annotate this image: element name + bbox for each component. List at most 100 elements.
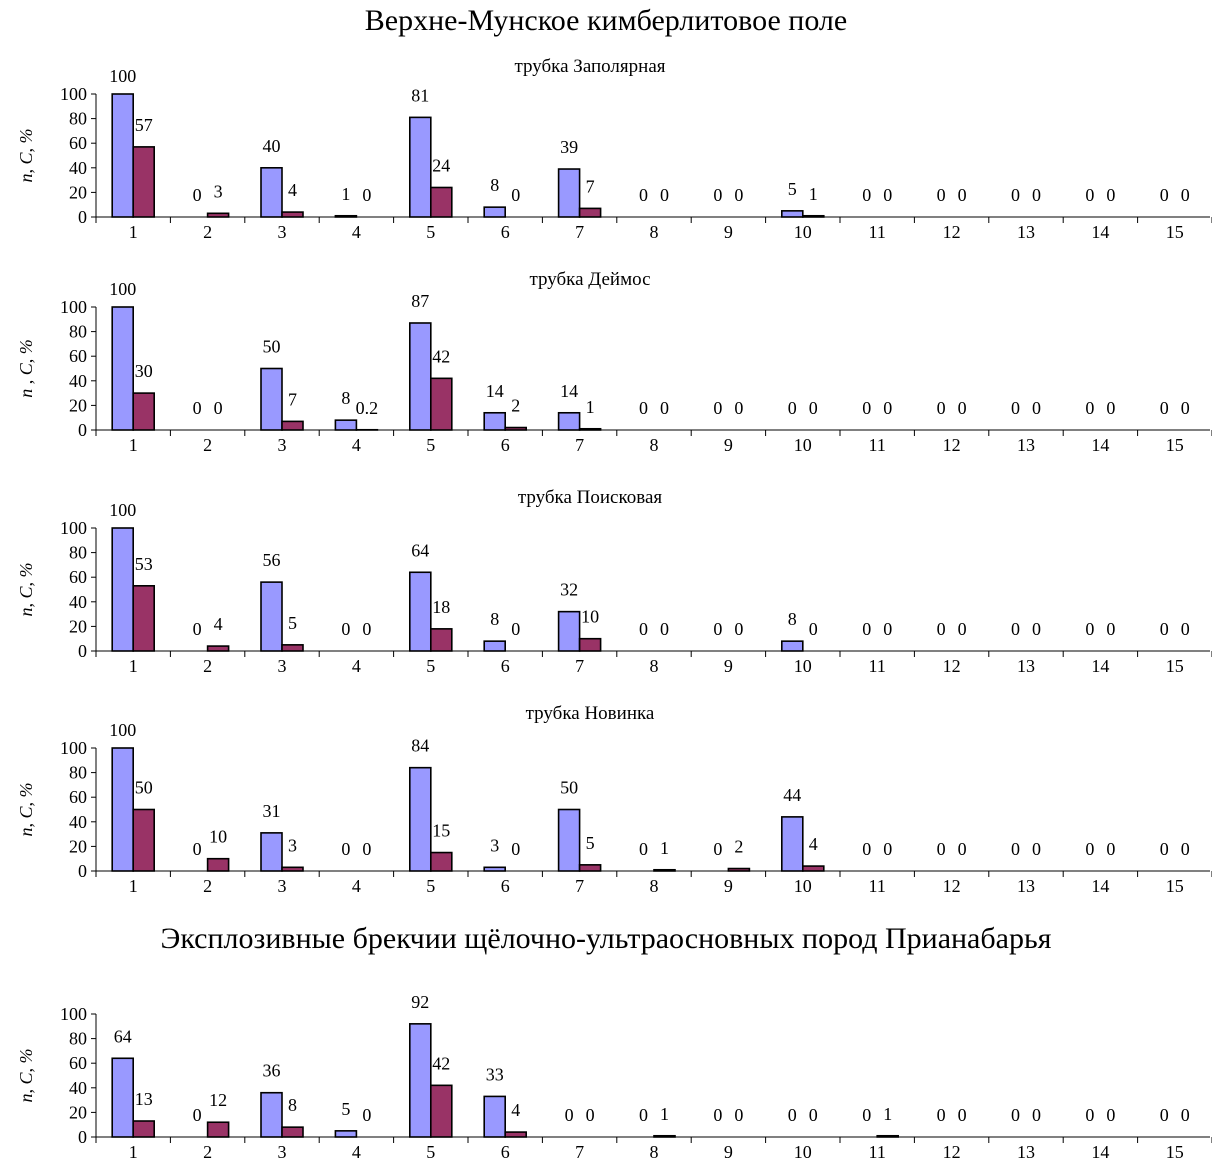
bar-c	[578, 427, 602, 431]
data-label-c: 0	[809, 398, 818, 418]
data-label-c: 7	[586, 176, 595, 196]
bar-n	[780, 640, 804, 652]
data-label-c: 5	[586, 833, 595, 853]
x-tick-label: 10	[794, 876, 812, 896]
data-label-n: 0	[639, 619, 648, 639]
data-label-n: 0	[937, 839, 946, 859]
data-label-n: 5	[788, 179, 797, 199]
y-tick-label: 20	[69, 836, 87, 856]
data-label-n: 0	[1085, 185, 1094, 205]
data-label-n: 36	[263, 1061, 281, 1081]
x-tick-label: 14	[1091, 1142, 1109, 1162]
data-label-n: 0	[341, 839, 350, 859]
data-label-n: 0	[713, 398, 722, 418]
x-tick-label: 3	[278, 656, 287, 676]
data-label-n: 0	[1011, 1105, 1020, 1125]
data-label-c: 0	[362, 619, 371, 639]
x-tick-label: 14	[1091, 876, 1109, 896]
secondary-title: Эксплозивные брекчии щёлочно-ультраоснов…	[160, 922, 1052, 955]
x-tick-label: 13	[1017, 876, 1035, 896]
data-label-n: 87	[411, 291, 429, 311]
bar-n	[483, 411, 507, 431]
data-label-c: 10	[209, 827, 227, 847]
data-label-n: 0	[639, 185, 648, 205]
bar-n	[111, 747, 134, 872]
x-tick-label: 12	[943, 876, 961, 896]
x-tick-label: 3	[278, 222, 287, 242]
data-label-n: 39	[560, 137, 578, 157]
data-label-c: 1	[809, 184, 818, 204]
data-label-c: 42	[432, 1053, 450, 1073]
data-label-c: 0	[809, 1105, 818, 1125]
x-tick-label: 13	[1017, 1142, 1035, 1162]
data-label-c: 0	[1032, 398, 1041, 418]
data-label-c: 0	[883, 185, 892, 205]
bar-n	[260, 832, 283, 872]
data-label-n: 40	[263, 136, 281, 156]
y-tick-label: 40	[69, 1078, 87, 1098]
bar-c	[132, 392, 155, 431]
data-label-c: 0	[1032, 185, 1041, 205]
bar-n	[483, 206, 507, 218]
bar-n	[260, 167, 283, 218]
data-label-n: 0	[341, 619, 350, 639]
data-label-n: 0	[1160, 398, 1169, 418]
data-label-c: 0	[734, 398, 743, 418]
data-label-n: 100	[109, 279, 136, 299]
data-label-n: 0	[639, 398, 648, 418]
x-tick-label: 10	[794, 1142, 812, 1162]
x-tick-label: 9	[724, 656, 733, 676]
x-tick-label: 5	[426, 435, 435, 455]
data-label-n: 0	[862, 619, 871, 639]
data-label-n: 0	[1160, 1105, 1169, 1125]
chart-title: трубка Поисковая	[518, 487, 663, 508]
y-tick-label: 20	[69, 182, 87, 202]
x-tick-label: 4	[352, 1142, 361, 1162]
data-label-n: 0	[788, 398, 797, 418]
x-tick-label: 3	[278, 1142, 287, 1162]
data-label-n: 0	[1011, 398, 1020, 418]
bar-c	[281, 1126, 304, 1138]
bar-n	[111, 306, 134, 431]
data-label-n: 5	[341, 1099, 350, 1119]
bar-n	[557, 808, 581, 872]
x-tick-label: 1	[129, 435, 138, 455]
x-tick-label: 11	[869, 656, 886, 676]
x-tick-label: 8	[650, 1142, 659, 1162]
chart-title: трубка Новинка	[526, 703, 655, 724]
y-tick-label: 0	[78, 1127, 87, 1147]
y-axis-label: n, C, %	[16, 563, 36, 617]
x-tick-label: 4	[352, 222, 361, 242]
y-tick-label: 0	[78, 641, 87, 661]
bar-n	[334, 214, 358, 218]
bar-c	[206, 1121, 230, 1138]
y-tick-label: 80	[69, 322, 87, 342]
data-label-c: 0	[734, 1105, 743, 1125]
x-tick-label: 9	[724, 435, 733, 455]
x-tick-label: 12	[943, 435, 961, 455]
data-label-c: 0	[1106, 839, 1115, 859]
data-label-c: 8	[288, 1095, 297, 1115]
data-label-n: 8	[490, 175, 499, 195]
y-tick-label: 40	[69, 812, 87, 832]
x-tick-label: 11	[869, 435, 886, 455]
data-label-n: 0	[713, 185, 722, 205]
data-label-c: 0	[511, 185, 520, 205]
y-tick-label: 0	[78, 420, 87, 440]
bar-c	[578, 207, 602, 218]
y-tick-label: 100	[60, 297, 87, 317]
x-tick-label: 8	[650, 435, 659, 455]
bar-c	[801, 865, 825, 872]
data-label-c: 0	[511, 839, 520, 859]
data-label-c: 5	[288, 613, 297, 633]
y-tick-label: 20	[69, 616, 87, 636]
data-label-n: 0	[639, 839, 648, 859]
y-tick-label: 40	[69, 371, 87, 391]
x-tick-label: 9	[724, 1142, 733, 1162]
bar-c	[801, 214, 825, 218]
x-tick-label: 14	[1091, 222, 1109, 242]
